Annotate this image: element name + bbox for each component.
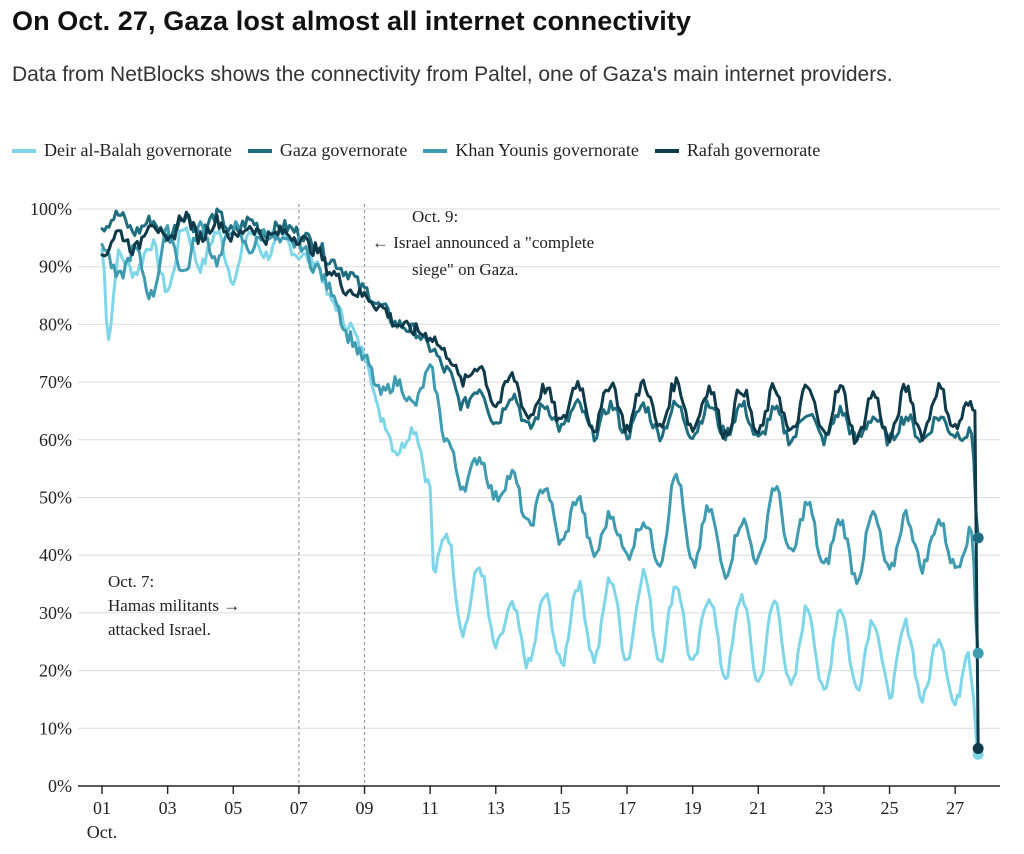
x-tick-label: 03 (159, 798, 177, 818)
legend-item-gaza: Gaza governorate (247, 140, 408, 161)
x-tick-label: 05 (224, 798, 242, 818)
x-tick-label: 21 (749, 798, 767, 818)
legend-item-deir-al-balah: Deir al-Balah governorate (12, 140, 232, 161)
x-tick-label: 27 (946, 798, 964, 818)
legend-label-gaza: Gaza governorate (279, 140, 408, 160)
x-axis-month-label: Oct. (87, 822, 118, 842)
chart-subtitle: Data from NetBlocks shows the connectivi… (12, 63, 893, 86)
series-end-point (972, 742, 984, 754)
series-line (100, 210, 980, 750)
series-line (100, 207, 980, 540)
legend-label-khan-younis: Khan Younis governorate (455, 140, 639, 160)
x-tick-label: 07 (290, 798, 308, 818)
annotation-oct7-text: attacked Israel. (108, 620, 211, 639)
x-tick-label: 11 (421, 798, 438, 818)
x-tick-label: 15 (552, 798, 570, 818)
y-tick-label: 60% (39, 430, 72, 450)
y-tick-label: 10% (39, 718, 72, 738)
series-end-point (972, 647, 984, 659)
y-tick-label: 40% (39, 545, 72, 565)
legend-label-rafah: Rafah governorate (686, 140, 821, 160)
legend-swatch-deir-al-balah (12, 148, 36, 153)
x-tick-label: 25 (881, 798, 899, 818)
y-tick-label: 0% (48, 776, 72, 796)
x-tick-label: 23 (815, 798, 833, 818)
annotation-oct9-text: Oct. 9: (412, 207, 458, 226)
x-tick-label: 01 (93, 798, 111, 818)
annotation-oct7-text: Hamas militants → (108, 596, 240, 615)
legend-swatch-gaza (247, 148, 272, 153)
x-tick-label: 19 (684, 798, 702, 818)
series-line (100, 220, 980, 655)
legend-label-deir-al-balah: Deir al-Balah governorate (44, 140, 232, 160)
series-line (100, 226, 980, 756)
x-tick-label: 09 (356, 798, 374, 818)
y-tick-label: 50% (39, 488, 72, 508)
legend-item-khan-younis: Khan Younis governorate (423, 140, 639, 161)
y-tick-label: 30% (39, 603, 72, 623)
series-end-point (972, 532, 984, 544)
y-tick-label: 80% (39, 314, 72, 334)
legend-item-rafah: Rafah governorate (654, 140, 821, 161)
y-tick-label: 20% (39, 661, 72, 681)
annotation-oct7-text: Oct. 7: (108, 572, 154, 591)
legend-swatch-khan-younis (423, 148, 448, 153)
x-tick-label: 13 (487, 798, 505, 818)
chart-title: On Oct. 27, Gaza lost almost all interne… (12, 6, 692, 36)
annotation-oct9-text: ← Israel announced a "complete (372, 233, 594, 252)
legend: Deir al-Balah governorate Gaza governora… (12, 140, 836, 161)
y-tick-label: 100% (30, 199, 72, 219)
x-tick-label: 17 (618, 798, 636, 818)
y-tick-label: 90% (39, 257, 72, 277)
annotation-oct9-text: siege" on Gaza. (412, 260, 519, 279)
y-tick-label: 70% (39, 372, 72, 392)
legend-swatch-rafah (654, 148, 679, 153)
